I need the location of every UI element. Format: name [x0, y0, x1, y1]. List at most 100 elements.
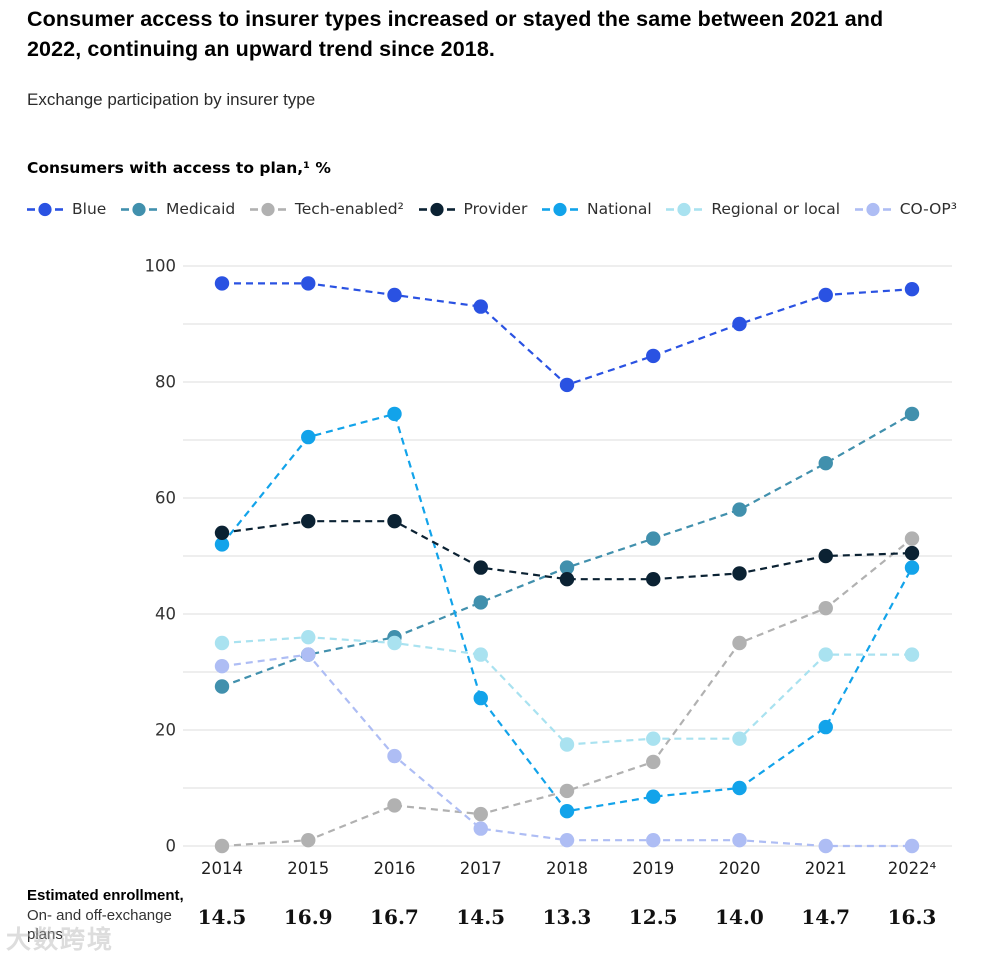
x-tick-label: 2015	[287, 859, 329, 878]
y-tick-label: 80	[155, 373, 176, 392]
enrollment-value: 13.3	[542, 905, 592, 929]
enrollment-value: 14.7	[801, 905, 851, 929]
series-line	[221, 412, 913, 688]
series-line	[222, 282, 913, 387]
data-point	[214, 659, 230, 674]
enrollment-value: 14.5	[456, 905, 506, 929]
data-point	[387, 406, 402, 422]
legend-item-label: National	[587, 200, 652, 218]
y-axis-title: Consumers with access to plan,¹ %	[27, 159, 331, 177]
legend-marker-icon	[854, 202, 891, 216]
data-point	[559, 804, 575, 819]
data-point	[473, 806, 488, 822]
enrollment-label-bold: Estimated enrollment,	[27, 887, 184, 904]
data-point	[646, 348, 661, 364]
legend-item-label: CO-OP³	[899, 200, 957, 218]
data-point	[646, 531, 661, 546]
legend-item-label: Regional or local	[711, 200, 841, 218]
data-point	[559, 572, 575, 587]
x-tick-label: 2018	[546, 859, 588, 878]
data-point	[646, 754, 661, 770]
legend-item: Regional or local	[666, 200, 840, 218]
series-line	[221, 636, 912, 746]
data-point	[214, 635, 230, 651]
data-point	[732, 316, 747, 332]
data-point	[732, 635, 747, 651]
x-tick-label: 2019	[632, 859, 674, 878]
chart-subtitle: Exchange participation by insurer type	[27, 90, 316, 109]
data-point	[301, 514, 316, 529]
data-point	[904, 838, 920, 854]
data-point	[904, 545, 920, 561]
legend-item-label: Provider	[463, 200, 528, 218]
enrollment-label: Estimated enrollment, On- and off-exchan…	[27, 886, 187, 945]
enrollment-values-row: 14.5 16.9 16.7 14.5 13.3 12.5 14.0 14.7 16.3	[0, 905, 981, 935]
data-point	[732, 731, 747, 746]
data-point	[387, 287, 402, 303]
data-point	[732, 780, 747, 796]
data-point	[732, 566, 747, 581]
legend-marker-icon	[27, 202, 63, 216]
line-chart: 0 20 40 60 80 100 2014 2015 2016 2017 2018 2019 2020…	[145, 257, 952, 878]
legend-item: Medicaid	[121, 200, 235, 218]
data-point	[904, 647, 920, 662]
data-point	[473, 690, 488, 706]
legend-item-label: Blue	[72, 200, 107, 218]
data-point	[387, 514, 402, 529]
data-point	[646, 789, 661, 804]
data-point	[387, 798, 402, 813]
data-point	[818, 719, 833, 735]
data-point	[646, 731, 661, 746]
x-tick-label: 2021	[805, 859, 847, 878]
data-point	[904, 282, 920, 297]
legend-marker-icon	[249, 202, 286, 216]
x-tick-label: 2022⁴	[888, 859, 937, 878]
y-tick-label: 100	[145, 257, 177, 276]
enrollment-value: 12.5	[628, 905, 678, 929]
data-point	[732, 502, 747, 517]
data-point	[473, 560, 488, 575]
y-tick-label: 60	[155, 489, 176, 508]
data-point	[904, 406, 920, 422]
chart-area: 0 20 40 60 80 100 2014 2015 2016 2017 2018 2019 2020…	[0, 250, 981, 890]
legend-item: Blue	[27, 200, 106, 218]
legend-marker-icon	[418, 202, 455, 216]
data-point	[818, 548, 833, 564]
data-point	[301, 276, 316, 291]
data-point	[818, 838, 833, 854]
data-point	[214, 838, 230, 854]
data-point	[301, 647, 316, 662]
data-point	[818, 601, 833, 616]
x-tick-label: 2020	[719, 859, 761, 878]
y-tick-label: 40	[155, 605, 176, 624]
data-point	[214, 276, 230, 291]
y-tick-label: 0	[166, 837, 177, 856]
data-point	[559, 833, 575, 848]
enrollment-value: 16.9	[283, 905, 333, 929]
data-point	[818, 287, 833, 303]
data-point	[818, 647, 833, 662]
data-point	[732, 833, 747, 848]
legend-marker-icon	[542, 202, 579, 216]
data-point	[214, 679, 230, 694]
data-point	[559, 560, 575, 575]
data-point	[387, 635, 402, 651]
data-point	[559, 377, 575, 393]
data-point	[559, 737, 575, 752]
data-point	[818, 456, 833, 471]
enrollment-value: 14.5	[197, 905, 247, 929]
data-point	[214, 537, 230, 552]
enrollment-value: 16.3	[887, 905, 937, 929]
enrollment-value: 16.7	[370, 905, 419, 929]
data-point	[646, 833, 661, 848]
legend-marker-icon	[121, 202, 157, 216]
data-point	[301, 833, 316, 848]
legend-item: National	[542, 200, 652, 218]
page-title: Consumer access to insurer types increas…	[27, 7, 884, 62]
series-line	[221, 653, 912, 848]
legend-item: Provider	[418, 200, 528, 218]
data-point	[473, 647, 488, 662]
y-tick-label: 20	[155, 721, 176, 740]
data-point	[387, 748, 402, 764]
